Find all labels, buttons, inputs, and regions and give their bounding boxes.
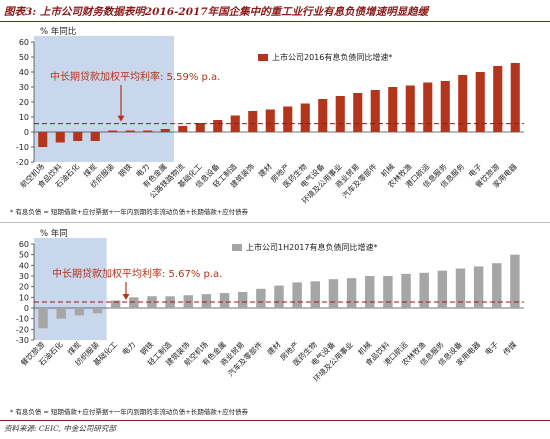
legend-swatch <box>232 244 242 251</box>
bar <box>125 130 135 132</box>
bar <box>274 285 284 308</box>
bar <box>178 126 188 132</box>
unit-label: % 年同比 <box>40 26 76 37</box>
bar <box>292 282 302 308</box>
bar <box>55 132 65 143</box>
bar <box>423 82 433 132</box>
bar <box>346 278 357 308</box>
bar <box>370 90 380 132</box>
bar <box>56 308 66 319</box>
bar <box>160 129 170 132</box>
bar <box>440 81 450 132</box>
bar <box>248 111 258 132</box>
y-tick-label: -30 <box>16 336 29 345</box>
unit-label: % 年同 <box>40 228 68 239</box>
bar <box>492 263 502 308</box>
bar <box>147 296 157 308</box>
bar <box>38 132 48 147</box>
category-label: 电力 <box>120 339 138 357</box>
bar <box>510 254 520 308</box>
legend-swatch <box>258 54 268 61</box>
y-tick-label: 20 <box>19 98 29 107</box>
bar <box>74 308 85 316</box>
bar <box>437 270 448 308</box>
y-tick-label: 50 <box>19 251 29 260</box>
bar <box>108 130 118 132</box>
bar <box>383 276 393 308</box>
source-divider <box>0 420 550 421</box>
bar <box>475 72 485 132</box>
chart-2016: % 年同比 -20 -10 0 10 20 30 40 50 60 中长期贷款加权平均利率: 5.5… <box>16 26 524 206</box>
bar <box>405 85 415 132</box>
bar <box>493 66 503 132</box>
y-tick-label: -10 <box>16 315 29 324</box>
bar <box>143 130 153 132</box>
bar <box>213 120 223 132</box>
y-tick-label: 20 <box>19 283 29 292</box>
footnote-1h2017: * 有息负债 = 短期借款+应付票据+一年内到期的非流动负债+长期借款+应付债券 <box>10 408 249 416</box>
reference-label: 中长期贷款加权平均利率: 5.67% p.a. <box>52 267 222 280</box>
category-label: 电子 <box>483 339 501 357</box>
title-divider <box>0 21 550 22</box>
bar <box>195 123 205 132</box>
y-tick-label: 30 <box>19 83 29 92</box>
bar <box>458 75 468 132</box>
y-tick-label: 60 <box>19 38 29 47</box>
bar <box>318 99 328 132</box>
y-tick-label: -20 <box>16 158 29 167</box>
bar <box>388 87 398 132</box>
highlight-region <box>34 36 174 162</box>
arrow-head <box>122 293 130 300</box>
bar <box>510 63 520 132</box>
category-label: 钢铁 <box>116 161 134 179</box>
y-tick-label: -20 <box>16 325 29 334</box>
source-note: 资料来源: CEIC, 中金公司研究部 <box>4 424 116 433</box>
y-tick-label: 10 <box>19 293 29 302</box>
bar <box>310 281 321 308</box>
bar <box>201 294 212 308</box>
y-tick-label: 0 <box>24 304 29 313</box>
bar <box>283 106 293 132</box>
bar <box>353 93 363 132</box>
bar <box>110 300 121 308</box>
bar <box>419 272 429 308</box>
legend-label: 上市公司2016有息负债同比增速* <box>272 52 392 62</box>
bar <box>90 132 100 141</box>
bar <box>328 279 339 308</box>
bar <box>300 103 310 132</box>
footnote-2016: * 有息负债 = 短期借款+应付票据+一年内到期的非流动负债+长期借款+应付债券 <box>10 208 249 216</box>
y-tick-label: -10 <box>16 143 29 152</box>
y-tick-label: 10 <box>19 113 29 122</box>
bar <box>129 297 139 308</box>
bar <box>455 268 466 308</box>
bar <box>265 109 275 132</box>
y-tick-label: 0 <box>24 128 29 137</box>
y-tick-label: 60 <box>19 240 29 249</box>
legend-label: 上市公司1H2017有息负债同比增速* <box>246 242 377 252</box>
bar <box>73 132 83 141</box>
category-label: 传媒 <box>501 339 519 357</box>
y-tick-label: 40 <box>19 261 29 270</box>
chart-title: 图表3: 上市公司财务数据表明2016-2017年国企集中的重工业行业有息负债增… <box>4 6 429 18</box>
bar <box>256 288 266 308</box>
panel-divider <box>0 222 550 223</box>
bar <box>365 276 375 308</box>
bar <box>473 266 484 308</box>
bar <box>219 293 230 308</box>
bar <box>92 308 103 314</box>
bar <box>237 292 248 308</box>
arrow-head <box>117 115 125 122</box>
bar <box>401 273 411 308</box>
bar <box>38 308 48 329</box>
bar <box>335 96 345 132</box>
y-tick-label: 50 <box>19 53 29 62</box>
y-tick-label: 30 <box>19 272 29 281</box>
reference-label: 中长期贷款加权平均利率: 5.59% p.a. <box>50 70 220 83</box>
y-tick-label: 40 <box>19 68 29 77</box>
